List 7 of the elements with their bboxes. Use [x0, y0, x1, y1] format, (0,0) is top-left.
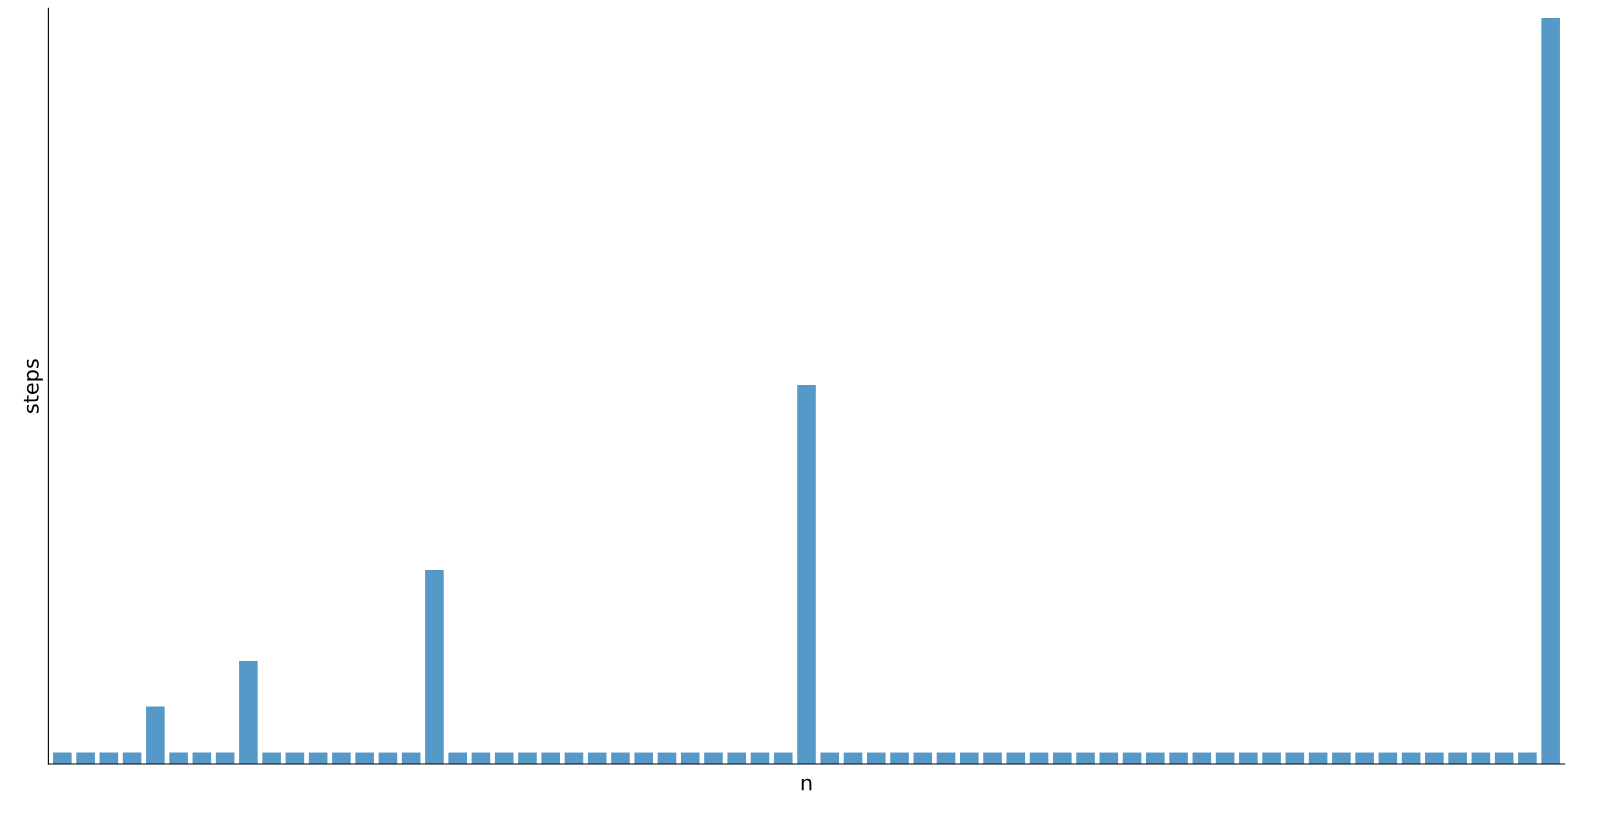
bar — [239, 661, 258, 765]
y-axis-title: steps — [23, 359, 43, 413]
bar — [146, 706, 165, 765]
bar — [797, 385, 816, 765]
x-axis-title: n — [801, 778, 812, 791]
bar — [425, 570, 444, 765]
bar — [1541, 17, 1560, 765]
